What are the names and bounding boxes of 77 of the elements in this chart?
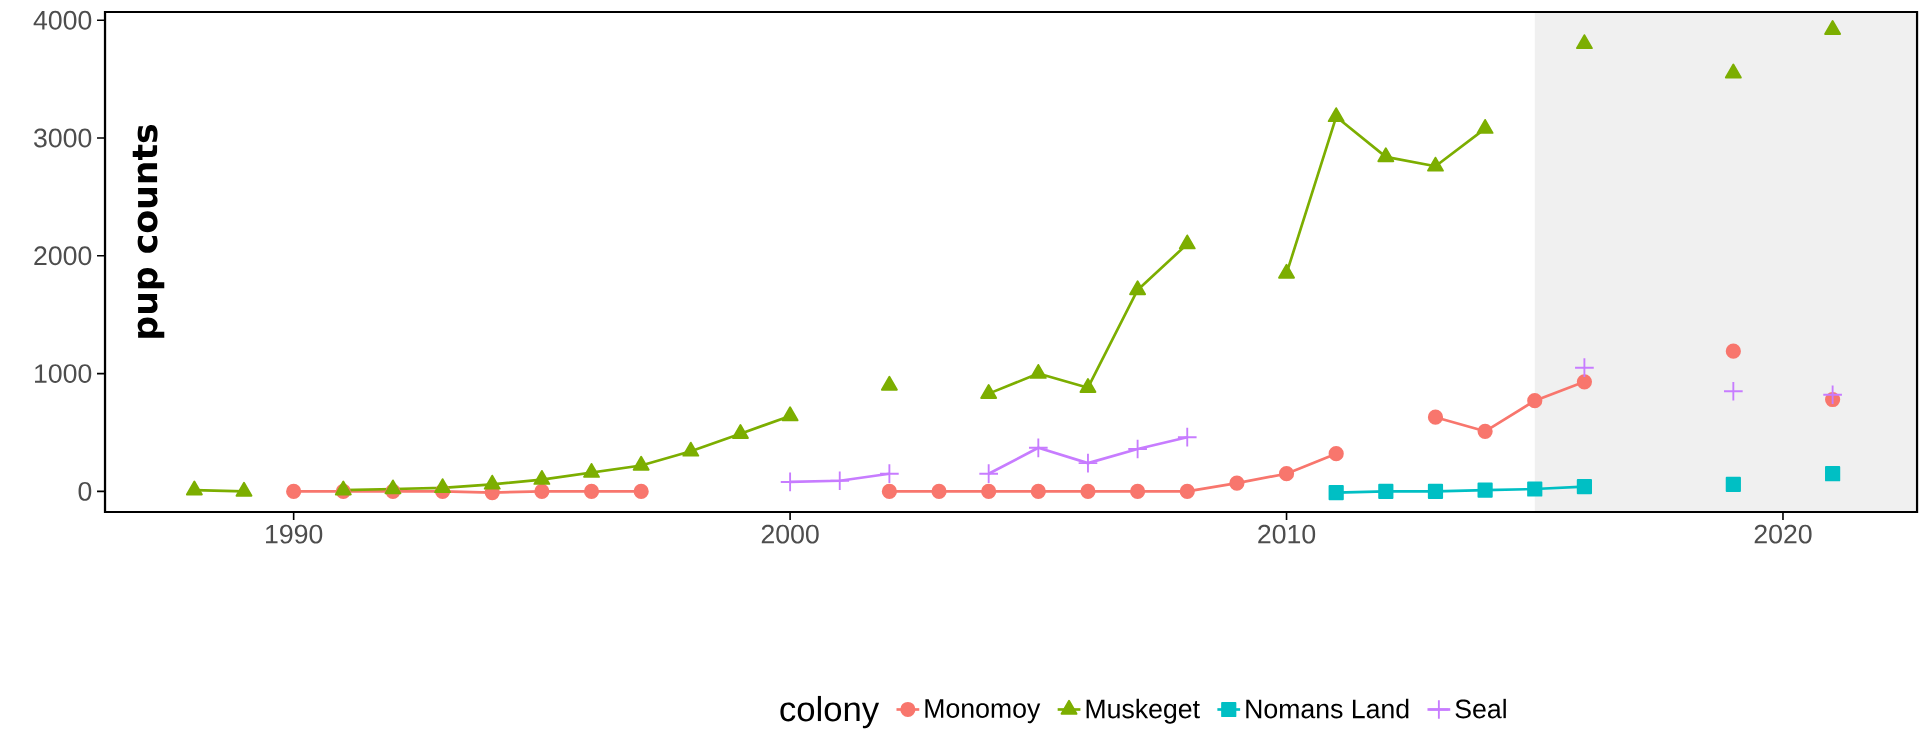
point: [1179, 483, 1195, 499]
point: [781, 406, 799, 422]
point: [1427, 483, 1444, 499]
point: [1824, 20, 1842, 35]
point: [384, 479, 402, 495]
point: [1130, 483, 1146, 499]
legend-label: Seal: [1455, 698, 1506, 719]
legend-label: Nomans Land: [1246, 698, 1409, 719]
point: [881, 483, 897, 499]
point: [1278, 466, 1295, 482]
point: [1527, 481, 1543, 497]
point: [1427, 156, 1444, 172]
y-tick-label: 1000: [35, 364, 92, 384]
point: [1029, 363, 1047, 379]
point: [533, 469, 551, 485]
point: [1278, 263, 1295, 279]
point: [1028, 437, 1049, 459]
point: [1825, 466, 1841, 482]
point: [981, 483, 997, 499]
point: [1427, 409, 1444, 425]
point: [583, 483, 600, 499]
point: [1723, 380, 1744, 402]
point: [1377, 147, 1395, 163]
point: [682, 441, 700, 457]
point: [1527, 393, 1543, 409]
legend-label: Muskeget: [1086, 698, 1200, 724]
point: [1476, 118, 1494, 134]
point: [879, 463, 900, 484]
point: [1077, 452, 1099, 474]
point: [1477, 482, 1493, 498]
point: [1229, 475, 1245, 491]
point: [1129, 280, 1147, 296]
point: [1079, 378, 1097, 393]
legend-label: Monomoy: [925, 699, 1041, 724]
point: [880, 375, 898, 391]
point: [1576, 479, 1593, 495]
point: [633, 483, 649, 499]
y-tick-label: 2000: [34, 246, 92, 266]
point: [632, 455, 650, 471]
point: [1328, 484, 1344, 501]
point: [1127, 438, 1148, 460]
x-tick-label: 1990: [266, 524, 323, 544]
point: [1724, 63, 1742, 79]
x-tick-label: 2010: [1258, 524, 1316, 544]
y-tick-label: 4000: [33, 10, 92, 30]
point: [1030, 483, 1046, 499]
point: [1575, 34, 1593, 50]
point: [534, 483, 550, 499]
point: [1574, 357, 1595, 378]
point: [1328, 446, 1344, 462]
y-axis-title: pup counts: [132, 124, 165, 338]
point: [583, 462, 600, 478]
x-tick-label: 2000: [761, 524, 819, 544]
point: [483, 474, 501, 490]
y-tick-label: 3000: [34, 128, 92, 148]
point: [286, 483, 302, 499]
point: [1576, 374, 1593, 390]
point: [1178, 234, 1196, 250]
point: [829, 470, 851, 492]
point: [1822, 384, 1843, 406]
legend-title: colony: [780, 695, 880, 729]
point: [978, 463, 999, 484]
point: [1327, 107, 1345, 123]
point: [1477, 423, 1493, 439]
point: [732, 424, 749, 439]
y-tick-label: 0: [78, 481, 92, 501]
point: [1080, 483, 1096, 499]
point: [185, 480, 203, 496]
point: [1725, 476, 1741, 492]
x-tick-label: 2020: [1754, 524, 1812, 544]
point: [1176, 426, 1198, 448]
point: [1378, 483, 1394, 499]
point: [434, 478, 452, 494]
point: [931, 483, 947, 499]
point: [235, 481, 253, 497]
point: [1725, 343, 1741, 359]
point: [980, 384, 998, 399]
